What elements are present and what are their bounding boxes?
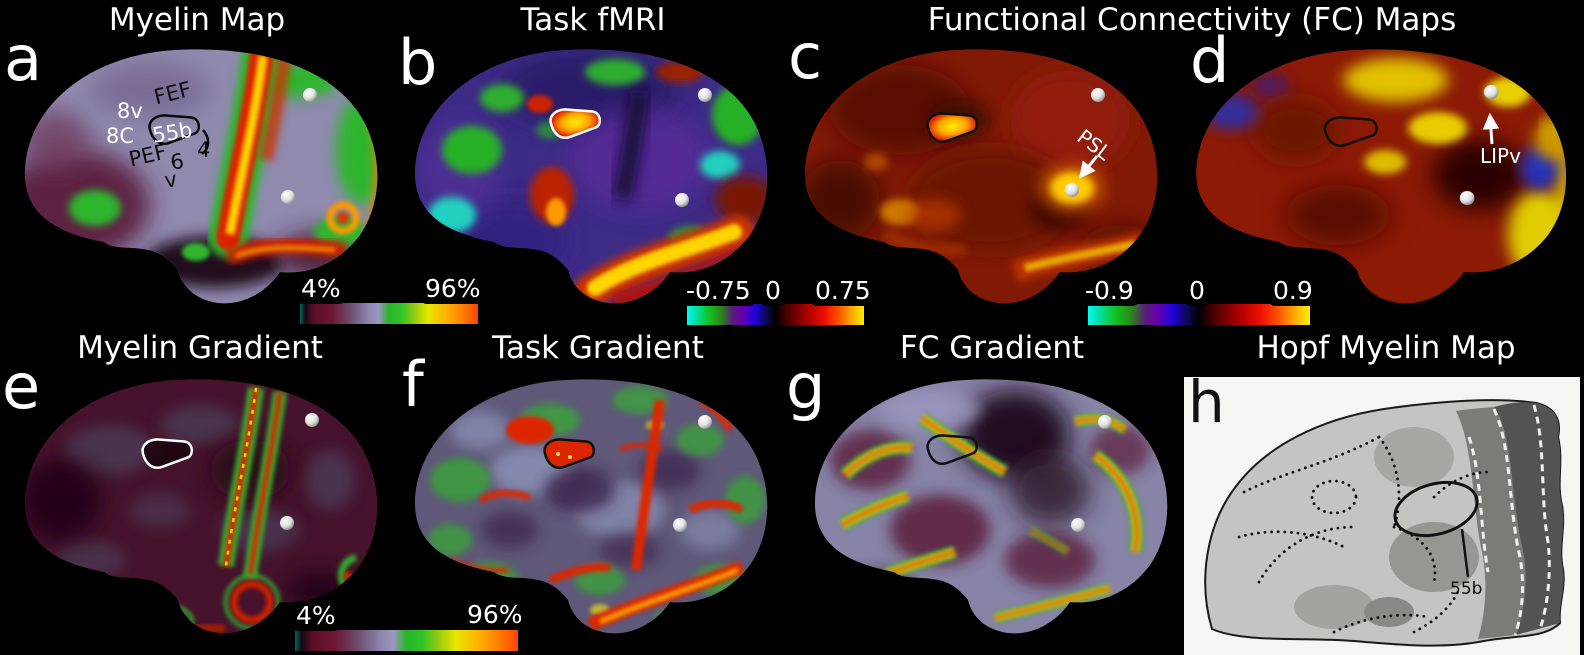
area-55b-outline bbox=[141, 438, 194, 469]
marker-sphere bbox=[305, 413, 319, 427]
marker-sphere bbox=[1091, 88, 1105, 102]
hopf-drawing bbox=[1204, 399, 1565, 647]
colorbar-myelin-bottom bbox=[295, 630, 518, 651]
area-55b-outline bbox=[926, 112, 979, 143]
panel-g-fc-gradient bbox=[790, 330, 1184, 655]
title-myelin-gradient: Myelin Gradient bbox=[77, 330, 323, 366]
brain-e-gradient-surface bbox=[24, 379, 378, 634]
brain-g-gradient-surface bbox=[814, 379, 1168, 634]
marker-sphere bbox=[675, 193, 689, 207]
colorbar-myelin-top bbox=[300, 303, 478, 324]
colorbar-fc bbox=[1088, 304, 1310, 325]
marker-sphere bbox=[1071, 518, 1085, 532]
colorbar-myelin-top-min: 4% bbox=[296, 274, 346, 304]
hopf-dashed-borders bbox=[1467, 404, 1551, 636]
colorbar-task-zero: 0 bbox=[760, 276, 786, 306]
colorbar-fc-min: -0.9 bbox=[1080, 276, 1139, 306]
panel-letter-f: f bbox=[402, 348, 424, 421]
area-55b-ellipse bbox=[1393, 481, 1479, 537]
marker-sphere bbox=[1098, 415, 1112, 429]
panel-h-hopf-myelin-map: h 55b bbox=[1184, 373, 1580, 655]
marker-sphere bbox=[281, 190, 295, 204]
panel-letter-e: e bbox=[2, 350, 41, 423]
colorbar-myelin-bottom-max: 96% bbox=[462, 600, 528, 630]
marker-sphere bbox=[673, 518, 687, 532]
colorbar-task-fmri bbox=[687, 304, 864, 325]
title-myelin-map: Myelin Map bbox=[108, 2, 286, 38]
marker-sphere bbox=[1459, 191, 1475, 205]
panel-d-fc-map: LIPv bbox=[1170, 0, 1584, 330]
label-lipv: LIPv bbox=[1480, 144, 1521, 168]
hopf-shading bbox=[1294, 402, 1564, 639]
area-55b-outline bbox=[1323, 116, 1378, 147]
panel-a-myelin-map: FEF 8v 8C 55b PEF 6 4 v bbox=[0, 0, 390, 330]
marker-sphere bbox=[280, 516, 294, 530]
panel-f-task-gradient bbox=[390, 330, 790, 655]
title-fc-gradient: FC Gradient bbox=[899, 330, 1085, 366]
area-55b-outline bbox=[549, 108, 602, 139]
area-55b-outline bbox=[543, 438, 596, 469]
label-8c: 8C bbox=[106, 124, 135, 148]
title-task-gradient: Task Gradient bbox=[492, 330, 704, 366]
colorbar-fc-max: 0.9 bbox=[1268, 276, 1318, 306]
brain-f-gradient-surface bbox=[414, 379, 768, 634]
marker-sphere bbox=[698, 88, 712, 102]
panel-letter-c: c bbox=[788, 20, 823, 93]
colorbar-fc-zero: 0 bbox=[1184, 276, 1210, 306]
title-fc-maps: Functional Connectivity (FC) Maps bbox=[927, 2, 1457, 38]
lipv-arrow bbox=[1482, 112, 1500, 145]
panel-letter-g: g bbox=[786, 350, 826, 423]
brain-scaled-group bbox=[1196, 49, 1567, 304]
panel-c-fc-map: PSL bbox=[780, 0, 1170, 330]
marker-sphere bbox=[303, 88, 317, 102]
marker-sphere-lipv bbox=[1483, 85, 1499, 99]
marker-sphere-psl bbox=[1065, 183, 1079, 197]
brain-c-fc-surface bbox=[804, 49, 1158, 304]
panel-e-myelin-gradient bbox=[0, 330, 390, 655]
panel-letter-h: h bbox=[1188, 368, 1225, 436]
brain-a-myelin-surface bbox=[24, 49, 378, 304]
colorbar-myelin-bottom-min: 4% bbox=[291, 601, 341, 631]
label-4: 4 bbox=[197, 138, 211, 162]
area-55b-outline bbox=[148, 114, 201, 145]
colorbar-task-min: -0.75 bbox=[681, 276, 756, 306]
title-task-fmri: Task fMRI bbox=[520, 2, 666, 38]
area-55b-outline bbox=[926, 434, 979, 465]
hopf-dotted-borders bbox=[1237, 435, 1491, 634]
panel-letter-d: d bbox=[1190, 24, 1230, 97]
psl-arrow bbox=[1078, 155, 1099, 179]
area-4-border-curve bbox=[201, 129, 210, 155]
panel-letter-b: b bbox=[398, 26, 438, 99]
colorbar-task-max: 0.75 bbox=[810, 276, 876, 306]
colorbar-myelin-top-max: 96% bbox=[420, 274, 486, 304]
panel-letter-a: a bbox=[4, 22, 42, 95]
label-8v: 8v bbox=[117, 99, 143, 123]
gradient-dot bbox=[568, 455, 572, 459]
brain-d-fc-surface bbox=[1196, 49, 1567, 304]
title-hopf-myelin-map: Hopf Myelin Map bbox=[1256, 330, 1516, 366]
label-55b-hopf: 55b bbox=[1450, 579, 1483, 599]
marker-sphere bbox=[698, 415, 712, 429]
gradient-dot bbox=[556, 452, 560, 456]
label-55b-connector bbox=[1460, 528, 1470, 578]
